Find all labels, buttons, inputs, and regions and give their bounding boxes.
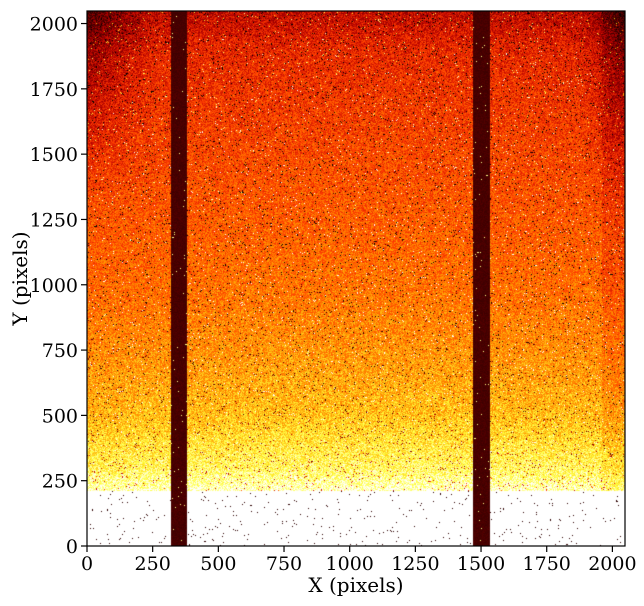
x-axis: 0 250 500 750 1000 1250 1500 1750 2000 [81,546,637,575]
y-tick-label: 1000 [30,275,78,297]
x-tick-label: 1500 [457,553,505,575]
y-tick-label: 2000 [30,14,78,36]
x-tick-label: 1000 [326,553,374,575]
y-tick-label: 0 [66,536,78,558]
y-tick-label: 250 [42,471,78,493]
x-tick-label: 500 [200,553,236,575]
plot-area [86,10,626,547]
y-axis: 0 250 500 750 1000 1250 1500 1750 2000 [30,14,87,558]
y-tick-label: 1750 [30,79,78,101]
x-tick-label: 1750 [523,553,571,575]
plot-frame [86,10,626,547]
y-axis-title: Y (pixels) [8,231,32,326]
y-tick-label: 1500 [30,144,78,166]
x-tick-label: 750 [266,553,302,575]
x-tick-label: 1250 [391,553,439,575]
y-tick-label: 500 [42,405,78,427]
y-tick-label: 750 [42,340,78,362]
x-axis-title: X (pixels) [308,573,403,597]
heatmap-image [87,11,625,546]
y-tick-label: 1250 [30,209,78,231]
x-tick-label: 2000 [588,553,636,575]
x-tick-label: 0 [81,553,93,575]
x-tick-label: 250 [135,553,171,575]
